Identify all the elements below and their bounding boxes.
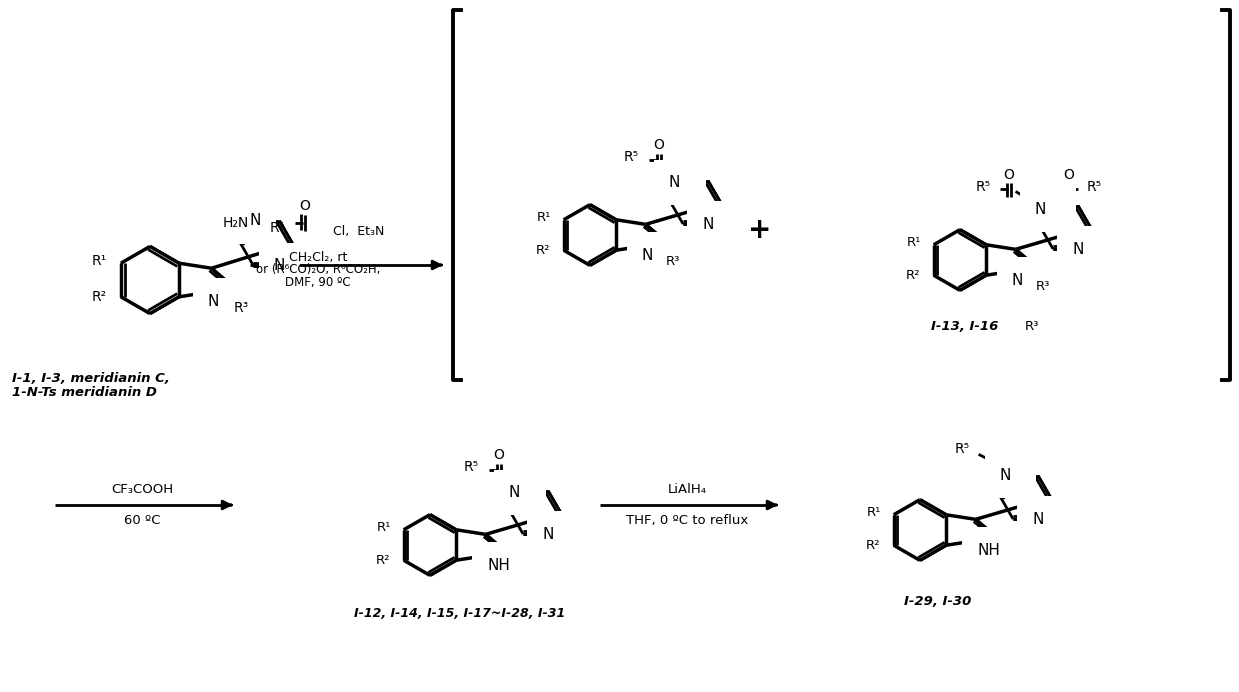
Text: N: N [1035,202,1046,217]
Text: I-13, I-16: I-13, I-16 [932,320,999,333]
Text: O: O [300,199,311,213]
Text: R²: R² [92,290,107,304]
Text: H: H [660,176,669,189]
Text: N: N [509,485,520,500]
Text: R⁵: R⁵ [975,181,991,194]
Text: R¹: R¹ [377,521,390,534]
Text: R¹: R¹ [866,507,881,519]
Text: N: N [543,527,554,542]
Text: I-29, I-30: I-29, I-30 [904,595,971,608]
Text: N: N [1049,198,1061,213]
Text: R²: R² [377,554,390,567]
Text: H₂N: H₂N [222,216,249,230]
Text: R³: R³ [1025,320,1040,333]
Text: N: N [208,294,219,309]
Text: O: O [493,448,504,462]
Text: NH: NH [488,558,510,573]
Text: 1-N-Ts meridianin D: 1-N-Ts meridianin D [12,387,157,399]
Text: DMF, 90 ºC: DMF, 90 ºC [285,276,351,289]
Text: R³: R³ [665,255,680,268]
Text: R¹: R¹ [906,236,921,249]
Text: R³: R³ [1036,280,1049,293]
Text: N: N [1000,468,1011,483]
Text: Cl,  Et₃N: Cl, Et₃N [333,224,384,237]
Text: N: N [642,248,653,263]
Text: I-12, I-14, I-15, I-17~I-28, I-31: I-12, I-14, I-15, I-17~I-28, I-31 [354,607,566,620]
Text: CH₂Cl₂, rt: CH₂Cl₂, rt [289,251,347,264]
Text: R¹: R¹ [536,211,550,224]
Text: N: N [703,217,714,232]
Text: N: N [1073,242,1084,257]
Text: R³: R³ [233,301,249,315]
Text: H: H [499,486,509,499]
Text: R²: R² [906,268,921,282]
Text: N: N [1010,468,1021,483]
Text: R¹: R¹ [92,254,107,268]
Text: N: N [519,483,530,498]
Text: or (R⁶CO)₂O, R⁶CO₂H,: or (R⁶CO)₂O, R⁶CO₂H, [255,263,380,276]
Text: NH: NH [978,543,1000,558]
Text: N: N [679,173,691,188]
Text: 60 ºC: 60 ºC [124,514,160,527]
Text: R²: R² [866,538,881,552]
Text: R⁵: R⁵ [954,442,970,456]
Text: R⁵: R⁵ [1087,181,1101,194]
Text: I-1, I-3, meridianin C,: I-1, I-3, meridianin C, [12,372,170,385]
Text: O: O [653,138,664,152]
Text: R²: R² [536,244,550,257]
Text: N: N [274,258,285,273]
Text: H: H [986,467,996,480]
Text: O: O [1063,168,1074,183]
Text: R⁵: R⁵ [270,221,285,235]
Text: R⁵: R⁵ [463,460,478,474]
Text: N: N [250,213,261,228]
Text: CF₃COOH: CF₃COOH [112,483,173,496]
Text: LiAlH₄: LiAlH₄ [668,483,706,496]
Text: N: N [1032,511,1043,527]
Text: O: O [1004,168,1014,183]
Text: N: N [1012,273,1023,288]
Text: R⁵: R⁵ [623,150,638,165]
Text: N: N [669,175,680,190]
Text: THF, 0 ºC to reflux: THF, 0 ºC to reflux [626,514,748,527]
Text: +: + [748,216,772,244]
